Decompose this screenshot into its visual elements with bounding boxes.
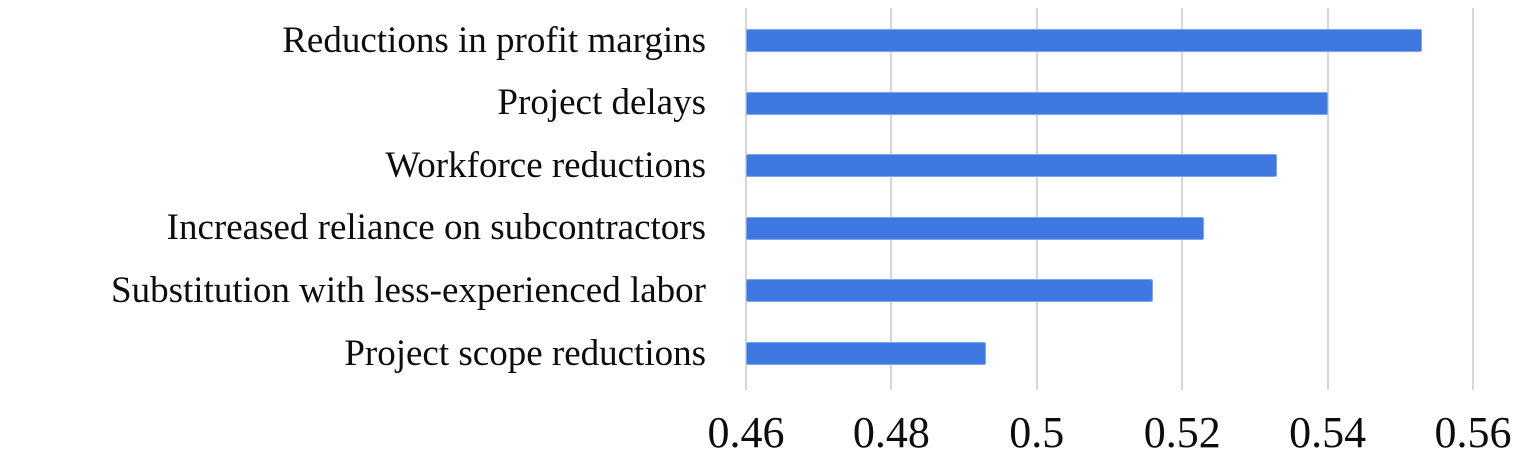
gridline xyxy=(1181,8,1184,390)
category-label: Reductions in profit margins xyxy=(282,19,706,61)
category-label: Workforce reductions xyxy=(385,144,706,186)
x-tick-label: 0.52 xyxy=(1143,408,1221,457)
x-tick-label: 0.46 xyxy=(707,408,785,457)
gridline xyxy=(1035,8,1038,390)
bar-6 xyxy=(746,342,986,366)
bar-2 xyxy=(746,91,1328,115)
bar-3 xyxy=(746,154,1277,178)
gridline xyxy=(890,8,893,390)
x-tick-label: 0.56 xyxy=(1434,408,1512,457)
x-tick-label: 0.5 xyxy=(1009,408,1065,457)
gridline xyxy=(1472,8,1474,390)
category-label: Increased reliance on subcontractors xyxy=(166,207,706,249)
bar-1 xyxy=(746,29,1423,53)
bar-4 xyxy=(746,216,1204,240)
category-label: Substitution with less-experienced labor xyxy=(111,269,706,311)
bar-5 xyxy=(746,279,1154,303)
x-tick-label: 0.54 xyxy=(1289,408,1367,457)
gridline xyxy=(1326,8,1329,390)
category-label: Project delays xyxy=(497,82,706,124)
gridline xyxy=(745,8,747,390)
category-label: Project scope reductions xyxy=(344,332,706,374)
x-tick-label: 0.48 xyxy=(852,408,930,457)
